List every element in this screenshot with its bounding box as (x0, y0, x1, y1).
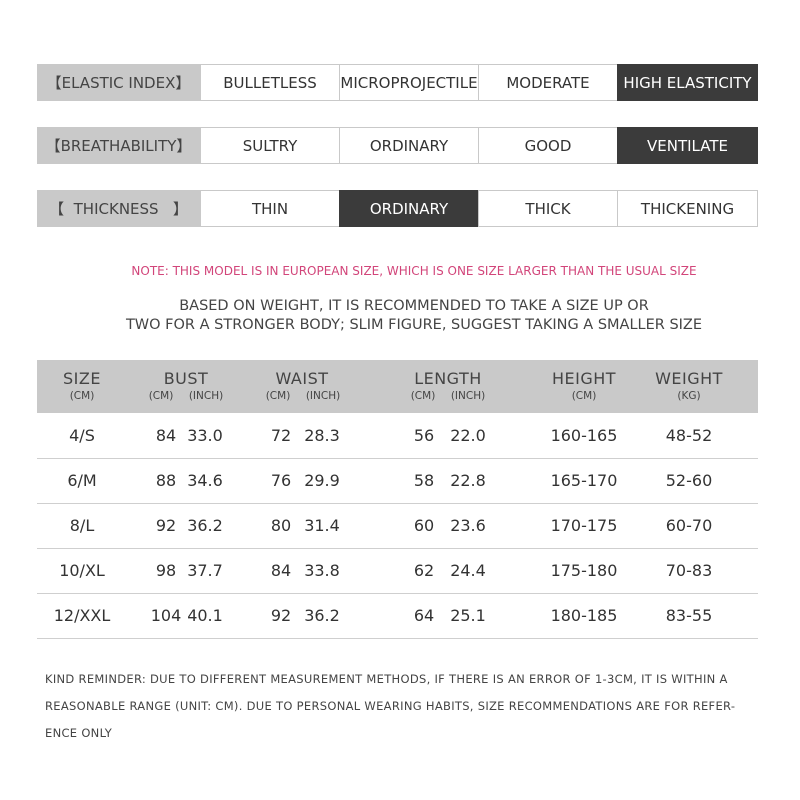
attribute-option: ORDINARY (339, 190, 479, 227)
table-cell: 84 (155, 426, 177, 445)
attribute-option: VENTILATE (617, 127, 758, 164)
table-cell: 6/M (67, 471, 97, 490)
reminder-line: REASONABLE RANGE (UNIT: CM). DUE TO PERS… (45, 699, 736, 713)
column-unit: (CM) (265, 390, 291, 402)
table-cell: 36.2 (304, 606, 340, 625)
table-cell: 25.1 (450, 606, 486, 625)
table-cell: 28.3 (304, 426, 340, 445)
table-cell: 180-185 (550, 606, 618, 625)
column-unit: (INCH) (305, 390, 341, 402)
table-cell: 88 (155, 471, 177, 490)
attribute-option: THIN (200, 190, 340, 227)
table-cell: 12/XXL (53, 606, 111, 625)
column-unit: (KG) (677, 390, 701, 402)
table-header-band (37, 360, 758, 413)
attribute-option: MICROPROJECTILE (339, 64, 479, 101)
table-cell: 37.7 (187, 561, 223, 580)
table-cell: 10/XL (59, 561, 105, 580)
table-cell: 36.2 (187, 516, 223, 535)
table-cell: 104 (150, 606, 182, 625)
table-cell: 23.6 (450, 516, 486, 535)
column-unit: (CM) (69, 390, 95, 402)
table-cell: 80 (270, 516, 292, 535)
table-cell: 52-60 (665, 471, 713, 490)
table-cell: 22.0 (450, 426, 486, 445)
column-unit: (INCH) (188, 390, 224, 402)
attribute-option: THICKENING (617, 190, 758, 227)
table-cell: 64 (413, 606, 435, 625)
row-divider (37, 638, 758, 639)
table-cell: 175-180 (550, 561, 618, 580)
table-cell: 92 (270, 606, 292, 625)
table-cell: 34.6 (187, 471, 223, 490)
column-unit: (CM) (148, 390, 174, 402)
table-cell: 60-70 (665, 516, 713, 535)
attribute-label: 【BREATHABILITY】 (37, 127, 200, 164)
table-cell: 31.4 (304, 516, 340, 535)
table-cell: 33.0 (187, 426, 223, 445)
table-cell: 48-52 (665, 426, 713, 445)
column-header: WEIGHT (655, 369, 723, 388)
column-unit: (INCH) (450, 390, 486, 402)
table-cell: 60 (413, 516, 435, 535)
table-cell: 160-165 (550, 426, 618, 445)
table-cell: 170-175 (550, 516, 618, 535)
column-header: LENGTH (414, 369, 482, 388)
table-cell: 4/S (69, 426, 95, 445)
reminder-line: ENCE ONLY (45, 726, 113, 740)
table-cell: 72 (270, 426, 292, 445)
attribute-label: 【 THICKNESS 】 (37, 190, 200, 227)
advice-line: BASED ON WEIGHT, IT IS RECOMMENDED TO TA… (179, 298, 649, 314)
reminder-line: KIND REMINDER: DUE TO DIFFERENT MEASUREM… (45, 672, 728, 686)
table-cell: 56 (413, 426, 435, 445)
table-cell: 29.9 (304, 471, 340, 490)
table-cell: 83-55 (665, 606, 713, 625)
row-divider (37, 503, 758, 504)
table-cell: 58 (413, 471, 435, 490)
column-header: WAIST (275, 369, 329, 388)
attribute-option: BULLETLESS (200, 64, 340, 101)
table-cell: 165-170 (550, 471, 618, 490)
table-cell: 70-83 (665, 561, 713, 580)
column-unit: (CM) (571, 390, 597, 402)
column-header: HEIGHT (551, 369, 617, 388)
table-cell: 98 (155, 561, 177, 580)
table-cell: 22.8 (450, 471, 486, 490)
row-divider (37, 458, 758, 459)
attribute-option: MODERATE (478, 64, 618, 101)
attribute-option: HIGH ELASTICITY (617, 64, 758, 101)
table-cell: 40.1 (187, 606, 223, 625)
column-unit: (CM) (410, 390, 436, 402)
table-cell: 92 (155, 516, 177, 535)
row-divider (37, 593, 758, 594)
attribute-label: 【ELASTIC INDEX】 (37, 64, 200, 101)
column-header: BUST (163, 369, 209, 388)
table-cell: 8/L (69, 516, 95, 535)
column-header: SIZE (63, 369, 101, 388)
attribute-option: ORDINARY (339, 127, 479, 164)
table-cell: 84 (270, 561, 292, 580)
table-cell: 76 (270, 471, 292, 490)
row-divider (37, 548, 758, 549)
table-cell: 33.8 (304, 561, 340, 580)
table-cell: 24.4 (450, 561, 486, 580)
attribute-option: THICK (478, 190, 618, 227)
attribute-option: GOOD (478, 127, 618, 164)
attribute-option: SULTRY (200, 127, 340, 164)
advice-line: TWO FOR A STRONGER BODY; SLIM FIGURE, SU… (125, 317, 703, 333)
table-cell: 62 (413, 561, 435, 580)
size-note: NOTE: THIS MODEL IS IN EUROPEAN SIZE, WH… (131, 264, 697, 278)
